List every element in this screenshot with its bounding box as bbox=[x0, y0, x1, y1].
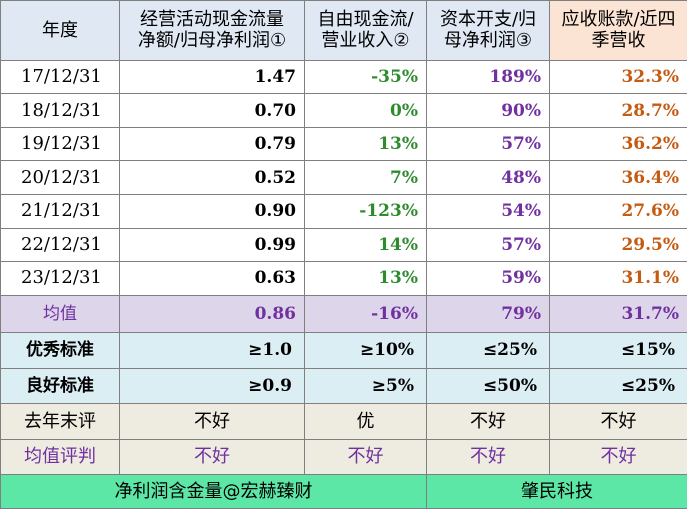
header-fcf-ratio-line2: 营业收入② bbox=[321, 30, 410, 52]
table-row: 17/12/31 1.47 -35% 189% 32.3% bbox=[0, 59, 687, 95]
cell-capex-ratio: 57% bbox=[426, 126, 550, 162]
good-label: 良好标准 bbox=[0, 367, 120, 405]
last-year-label: 去年末评 bbox=[0, 403, 120, 440]
excellent-receivables-ratio: ≤15% bbox=[549, 332, 687, 369]
cell-receivables-ratio: 28.7% bbox=[549, 93, 687, 128]
good-fcf-ratio: ≥5% bbox=[304, 367, 427, 405]
cell-ocf-ratio: 0.79 bbox=[119, 126, 305, 162]
cell-fcf-ratio: -123% bbox=[304, 194, 427, 229]
header-capex-ratio-line2: 母净利润③ bbox=[443, 30, 533, 52]
cell-fcf-ratio: 7% bbox=[304, 160, 427, 195]
footer-title: 净利润含金量@宏赫臻财 bbox=[0, 474, 427, 509]
average-row: 均值 0.86 -16% 79% 31.7% bbox=[0, 294, 687, 334]
good-standard-row: 良好标准 ≥0.9 ≥5% ≤50% ≤25% bbox=[0, 367, 687, 405]
avg-judge-label: 均值评判 bbox=[0, 438, 120, 476]
excellent-label: 优秀标准 bbox=[0, 332, 120, 369]
cell-receivables-ratio: 32.3% bbox=[549, 59, 687, 95]
table-row: 20/12/31 0.52 7% 48% 36.4% bbox=[0, 160, 687, 195]
last-year-capex-ratio: 不好 bbox=[426, 403, 550, 440]
last-year-receivables-ratio: 不好 bbox=[549, 403, 687, 440]
header-fcf-ratio: 自由现金流/营业收入② bbox=[304, 0, 427, 61]
table-row: 18/12/31 0.70 0% 90% 28.7% bbox=[0, 93, 687, 128]
cell-fcf-ratio: -35% bbox=[304, 59, 427, 95]
cell-receivables-ratio: 27.6% bbox=[549, 194, 687, 229]
cell-fcf-ratio: 13% bbox=[304, 126, 427, 162]
average-capex-ratio: 79% bbox=[426, 294, 550, 334]
cell-ocf-ratio: 0.90 bbox=[119, 194, 305, 229]
excellent-fcf-ratio: ≥10% bbox=[304, 332, 427, 369]
good-receivables-ratio: ≤25% bbox=[549, 367, 687, 405]
header-ocf-ratio: 经营活动现金流量 净额/归母净利润① bbox=[119, 0, 305, 61]
avg-judge-fcf-ratio: 不好 bbox=[304, 438, 427, 476]
excellent-capex-ratio: ≤25% bbox=[426, 332, 550, 369]
cell-ocf-ratio: 0.52 bbox=[119, 160, 305, 195]
table-row: 23/12/31 0.63 13% 59% 31.1% bbox=[0, 261, 687, 296]
row-year: 17/12/31 bbox=[0, 59, 120, 95]
header-ocf-ratio-line2: 净额/归母净利润① bbox=[137, 30, 287, 52]
good-ocf-ratio: ≥0.9 bbox=[119, 367, 305, 405]
header-receivables-ratio: 应收账款/近四 季营收 bbox=[549, 0, 687, 61]
cell-capex-ratio: 90% bbox=[426, 93, 550, 128]
cell-capex-ratio: 57% bbox=[426, 227, 550, 263]
header-fcf-ratio-line1: 自由现金流/ bbox=[317, 8, 414, 30]
row-year: 20/12/31 bbox=[0, 160, 120, 195]
header-capex-ratio-line1: 资本开支/归 bbox=[439, 8, 537, 30]
average-fcf-ratio: -16% bbox=[304, 294, 427, 334]
footer-row: 净利润含金量@宏赫臻财 肇民科技 bbox=[0, 474, 687, 509]
header-capex-ratio: 资本开支/归 母净利润③ bbox=[426, 0, 550, 61]
cell-capex-ratio: 48% bbox=[426, 160, 550, 195]
cell-capex-ratio: 59% bbox=[426, 261, 550, 296]
cell-ocf-ratio: 0.99 bbox=[119, 227, 305, 263]
row-year: 22/12/31 bbox=[0, 227, 120, 263]
header-year: 年度 bbox=[0, 0, 120, 61]
cell-fcf-ratio: 0% bbox=[304, 93, 427, 128]
cell-fcf-ratio: 14% bbox=[304, 227, 427, 263]
good-capex-ratio: ≤50% bbox=[426, 367, 550, 405]
header-receivables-ratio-line2: 季营收 bbox=[591, 30, 646, 52]
last-year-fcf-ratio: 优 bbox=[304, 403, 427, 440]
avg-judge-receivables-ratio: 不好 bbox=[549, 438, 687, 476]
cell-ocf-ratio: 1.47 bbox=[119, 59, 305, 95]
header-receivables-ratio-line1: 应收账款/近四 bbox=[561, 8, 676, 30]
table-row: 21/12/31 0.90 -123% 54% 27.6% bbox=[0, 194, 687, 229]
avg-judge-capex-ratio: 不好 bbox=[426, 438, 550, 476]
average-label: 均值 bbox=[0, 294, 120, 334]
cell-capex-ratio: 54% bbox=[426, 194, 550, 229]
row-year: 23/12/31 bbox=[0, 261, 120, 296]
average-receivables-ratio: 31.7% bbox=[549, 294, 687, 334]
last-year-ocf-ratio: 不好 bbox=[119, 403, 305, 440]
cell-ocf-ratio: 0.63 bbox=[119, 261, 305, 296]
footer-company: 肇民科技 bbox=[426, 474, 687, 509]
table-row: 22/12/31 0.99 14% 57% 29.5% bbox=[0, 227, 687, 263]
row-year: 19/12/31 bbox=[0, 126, 120, 162]
avg-judge-ocf-ratio: 不好 bbox=[119, 438, 305, 476]
cell-receivables-ratio: 36.2% bbox=[549, 126, 687, 162]
header-row: 年度 经营活动现金流量 净额/归母净利润① 自由现金流/营业收入② 资本开支/归母… bbox=[0, 0, 687, 61]
cell-receivables-ratio: 29.5% bbox=[549, 227, 687, 263]
cell-receivables-ratio: 31.1% bbox=[549, 261, 687, 296]
cell-fcf-ratio: 13% bbox=[304, 261, 427, 296]
header-ocf-ratio-line1: 经营活动现金流量 bbox=[140, 8, 284, 30]
last-year-rating-row: 去年末评 不好 优 不好 不好 bbox=[0, 403, 687, 440]
cell-receivables-ratio: 36.4% bbox=[549, 160, 687, 195]
excellent-ocf-ratio: ≥1.0 bbox=[119, 332, 305, 369]
cell-capex-ratio: 189% bbox=[426, 59, 550, 95]
excellent-standard-row: 优秀标准 ≥1.0 ≥10% ≤25% ≤15% bbox=[0, 332, 687, 369]
row-year: 18/12/31 bbox=[0, 93, 120, 128]
row-year: 21/12/31 bbox=[0, 194, 120, 229]
average-judgement-row: 均值评判 不好 不好 不好 不好 bbox=[0, 438, 687, 476]
average-ocf-ratio: 0.86 bbox=[119, 294, 305, 334]
table-row: 19/12/31 0.79 13% 57% 36.2% bbox=[0, 126, 687, 162]
cell-ocf-ratio: 0.70 bbox=[119, 93, 305, 128]
